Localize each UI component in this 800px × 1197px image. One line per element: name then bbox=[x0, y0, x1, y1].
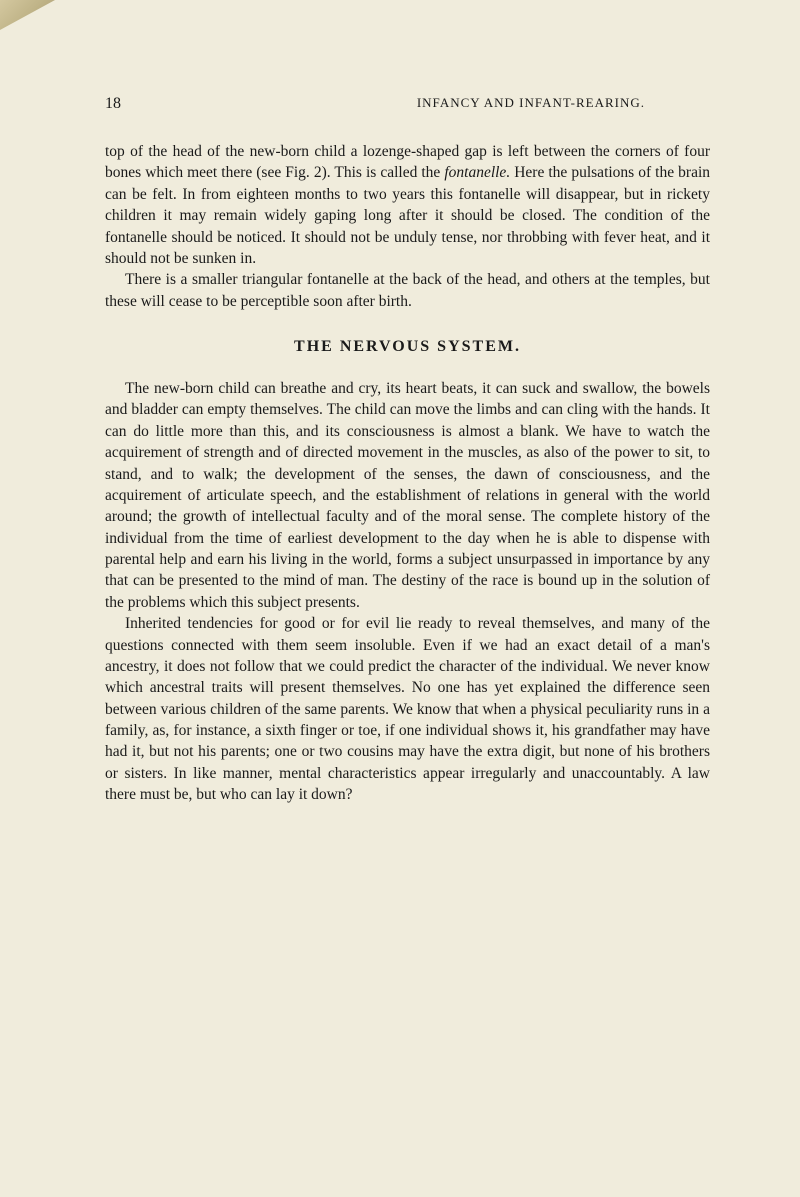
page-content: 18 INFANCY AND INFANT-REARING. top of th… bbox=[0, 0, 800, 866]
page-header: 18 INFANCY AND INFANT-REARING. bbox=[105, 95, 710, 113]
body-text: top of the head of the new-born child a … bbox=[105, 141, 710, 806]
paragraph-1: top of the head of the new-born child a … bbox=[105, 141, 710, 269]
page-number: 18 bbox=[105, 95, 121, 113]
paragraph-4: Inherited tendencies for good or for evi… bbox=[105, 613, 710, 805]
fontanelle-italic: fontanelle. bbox=[444, 164, 510, 181]
section-heading: THE NERVOUS SYSTEM. bbox=[105, 336, 710, 358]
running-head: INFANCY AND INFANT-REARING. bbox=[417, 95, 645, 113]
paragraph-3: The new-born child can breathe and cry, … bbox=[105, 378, 710, 613]
paragraph-2: There is a smaller triangular fontanelle… bbox=[105, 269, 710, 312]
